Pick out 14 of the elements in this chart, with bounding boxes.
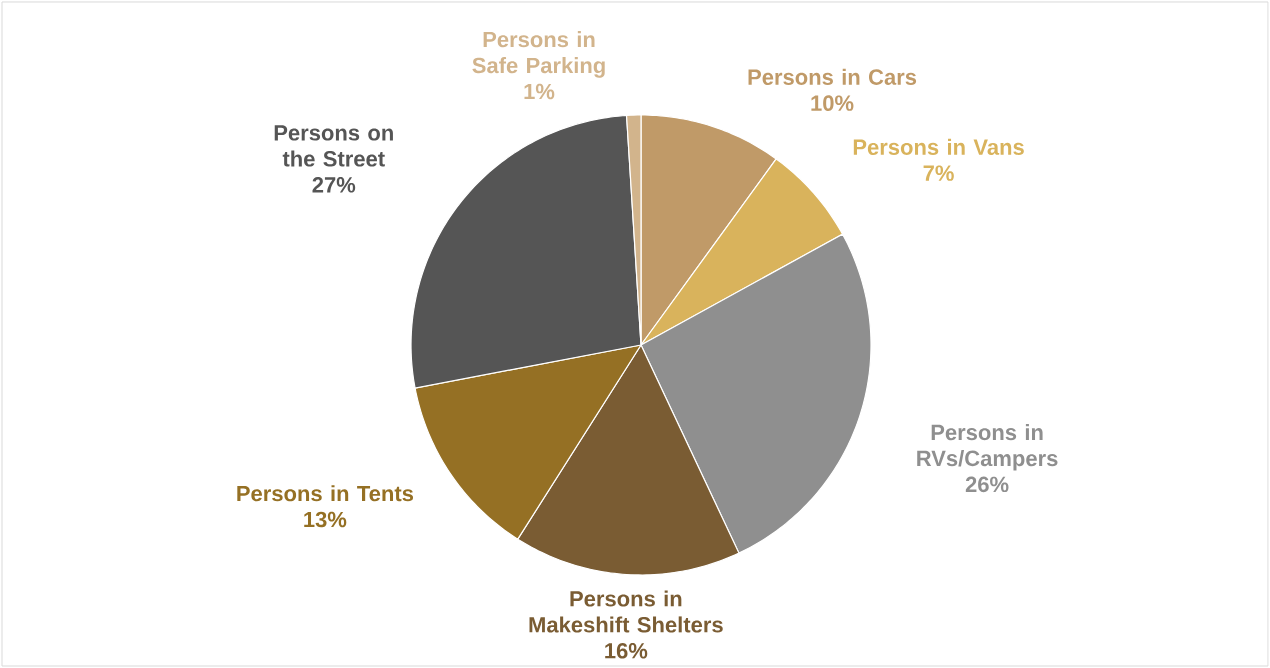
data-label: 16% [605,643,648,659]
data-label: 27% [312,177,356,193]
data-label: 10% [811,95,854,111]
slice-label: Persons on the Street [274,125,393,167]
data-label: 7% [923,165,954,181]
data-label: 26% [965,476,1009,493]
slice-label: Persons in Safe Parking [472,31,605,78]
slice-label: Persons in Cars [748,68,917,85]
data-label: 1% [524,83,555,100]
slice-label: Persons in Makeshift Shelters [529,590,723,633]
slice-label: Persons in Tents [237,485,414,502]
slice-label: Persons in Vans [853,138,1024,155]
slice-label: Persons in RVs/Campers [917,424,1058,471]
data-label: 13% [304,511,347,528]
